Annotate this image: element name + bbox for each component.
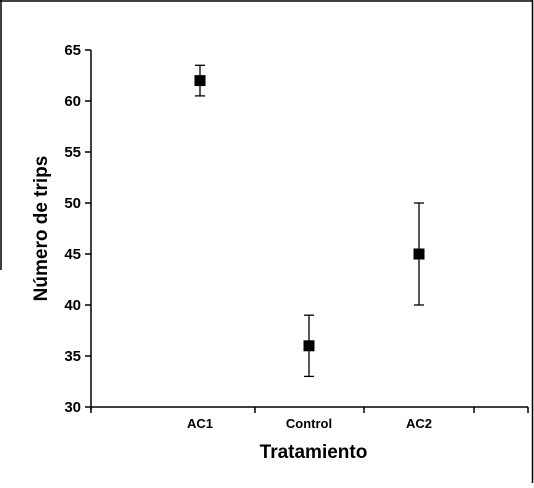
data-point-marker [194,75,206,87]
data-point-marker [413,248,425,260]
data-points [194,64,425,378]
y-tick-label: 65 [64,42,81,59]
y-tick-label: 45 [64,246,81,263]
y-tick-label: 35 [64,348,81,365]
x-tick-label: AC1 [187,416,213,431]
y-axis: 30 35 40 45 50 55 60 65 [64,42,92,416]
x-axis-title: Tratamiento [260,442,368,463]
x-tick-label: Control [286,416,332,431]
x-axis: AC1 Control AC2 [90,406,529,431]
y-tick-label: 30 [64,399,81,416]
y-tick-label: 50 [64,195,81,212]
y-tick-label: 40 [64,297,81,314]
y-axis-title: Número de trips [31,156,52,302]
x-tick-label: AC2 [406,416,432,431]
y-tick-label: 55 [64,144,81,161]
data-point-marker [303,340,315,352]
y-tick-label: 60 [64,93,81,110]
